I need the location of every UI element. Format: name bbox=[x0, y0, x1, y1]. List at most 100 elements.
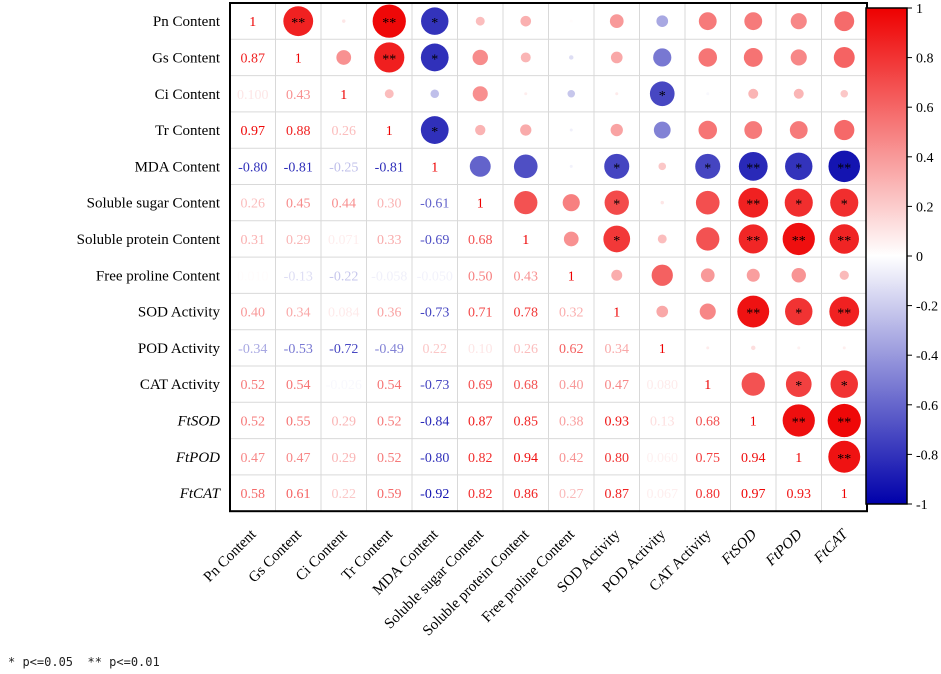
correlation-circle bbox=[698, 120, 718, 140]
correlation-circle bbox=[834, 119, 855, 141]
coefficient-label: 0.080 bbox=[647, 378, 679, 393]
correlation-circle bbox=[698, 48, 718, 67]
correlation-circle bbox=[475, 124, 486, 136]
significance-mark: ** bbox=[382, 16, 396, 31]
coefficient-label: 0.36 bbox=[377, 306, 402, 321]
coefficient-label: 0.94 bbox=[514, 451, 539, 466]
significance-mark: ** bbox=[792, 234, 806, 249]
significance-mark: * bbox=[795, 198, 802, 213]
coefficient-label: 1 bbox=[750, 414, 757, 429]
correlation-circle bbox=[603, 225, 631, 253]
coefficient-label: 0.26 bbox=[332, 124, 357, 139]
coefficient-label: 0.80 bbox=[696, 487, 721, 502]
coefficient-label: 1 bbox=[340, 88, 347, 103]
correlation-circle bbox=[737, 295, 770, 328]
x-tick-label: FtCAT bbox=[811, 526, 853, 568]
correlation-circle bbox=[569, 164, 573, 168]
correlation-circle bbox=[830, 370, 858, 398]
y-tick-label: MDA Content bbox=[135, 159, 221, 175]
correlation-circle bbox=[469, 155, 491, 177]
coefficient-label: -0.81 bbox=[375, 160, 404, 175]
coefficient-label: 0.52 bbox=[377, 414, 402, 429]
coefficient-label: 0.47 bbox=[241, 451, 266, 466]
correlation-circle bbox=[420, 116, 449, 144]
coefficient-label: 0.88 bbox=[286, 124, 311, 139]
coefficient-label: 0.40 bbox=[559, 378, 584, 393]
coefficient-label: 0.54 bbox=[377, 378, 402, 393]
coefficient-label: 0.52 bbox=[241, 378, 266, 393]
colorbar-tick-label: -1 bbox=[916, 498, 928, 513]
y-tick-label: FtSOD bbox=[177, 413, 221, 429]
y-tick-label: CAT Activity bbox=[140, 377, 221, 393]
coefficient-label: -0.61 bbox=[420, 197, 449, 212]
correlation-circle bbox=[336, 50, 352, 65]
coefficient-label: 0.27 bbox=[559, 487, 584, 502]
significance-mark: * bbox=[431, 125, 438, 140]
correlation-circle bbox=[430, 89, 440, 99]
coefficient-label: -0.49 bbox=[375, 342, 404, 357]
coefficient-label: 0.69 bbox=[468, 378, 493, 393]
correlation-circle bbox=[524, 92, 528, 96]
correlation-circle bbox=[741, 372, 765, 396]
coefficient-label: 0.52 bbox=[377, 451, 402, 466]
y-tick-label: Gs Content bbox=[152, 50, 221, 66]
coefficient-label: 0.47 bbox=[605, 378, 630, 393]
correlation-circle bbox=[751, 345, 756, 351]
correlation-circle bbox=[696, 227, 720, 251]
correlation-circle bbox=[738, 224, 768, 254]
coefficient-label: 0.59 bbox=[377, 487, 402, 502]
correlation-circle bbox=[658, 162, 667, 171]
significance-mark: ** bbox=[746, 198, 760, 213]
significance-mark: ** bbox=[746, 234, 760, 249]
significance-mark: ** bbox=[837, 307, 851, 322]
coefficient-label: 0.13 bbox=[650, 414, 675, 429]
correlation-circle bbox=[744, 121, 763, 139]
y-tick-label: POD Activity bbox=[138, 341, 221, 357]
correlation-circle bbox=[834, 11, 855, 32]
correlation-circle bbox=[283, 6, 314, 37]
coefficient-label: 0.87 bbox=[468, 414, 493, 429]
correlation-circle bbox=[384, 89, 394, 99]
coefficient-label: 0.010 bbox=[237, 269, 269, 284]
correlation-circle bbox=[520, 52, 531, 63]
y-tick-label: Tr Content bbox=[155, 123, 221, 139]
correlation-circle bbox=[513, 154, 538, 179]
coefficient-label: 1 bbox=[841, 487, 848, 502]
correlation-circle bbox=[660, 200, 664, 205]
correlation-circle bbox=[656, 305, 669, 318]
coefficient-label: 0.10 bbox=[468, 342, 493, 357]
correlation-circle bbox=[839, 270, 849, 280]
grid-layer bbox=[229, 2, 868, 513]
correlation-circle bbox=[604, 153, 630, 179]
correlation-circle bbox=[842, 346, 846, 350]
correlation-circle bbox=[610, 123, 623, 137]
coefficient-label: 1 bbox=[704, 378, 711, 393]
correlation-circle bbox=[789, 121, 808, 139]
correlation-circle bbox=[563, 231, 579, 247]
significance-mark: * bbox=[795, 379, 802, 394]
coefficient-label: 0.38 bbox=[559, 414, 584, 429]
significance-mark: * bbox=[795, 307, 802, 322]
coefficient-label: -0.69 bbox=[420, 233, 449, 248]
coefficient-label: 0.55 bbox=[286, 414, 311, 429]
y-axis-labels: Pn Content Gs Content Ci Content Tr Content… bbox=[77, 14, 222, 502]
coefficient-label: 0.97 bbox=[741, 487, 766, 502]
colorbar-tick-label: -0.4 bbox=[916, 349, 938, 364]
correlation-circle bbox=[610, 51, 623, 64]
coefficient-label: 0.82 bbox=[468, 451, 493, 466]
coefficient-label: -0.13 bbox=[284, 269, 313, 284]
significance-mark: * bbox=[704, 161, 711, 176]
significance-mark: ** bbox=[837, 234, 851, 249]
correlation-circle bbox=[828, 440, 861, 473]
coefficient-label: 0.75 bbox=[696, 451, 721, 466]
coefficient-label: 0.68 bbox=[514, 378, 539, 393]
correlation-circle bbox=[791, 268, 806, 283]
correlation-circle bbox=[656, 15, 669, 27]
y-tick-label: Soluble sugar Content bbox=[87, 196, 221, 212]
significance-footnote: * p<=0.05 ** p<=0.01 bbox=[8, 655, 160, 669]
correlation-circle bbox=[695, 153, 721, 179]
correlation-circle bbox=[609, 14, 624, 29]
coefficient-label: -0.73 bbox=[420, 306, 449, 321]
colorbar-gradient bbox=[865, 7, 908, 505]
